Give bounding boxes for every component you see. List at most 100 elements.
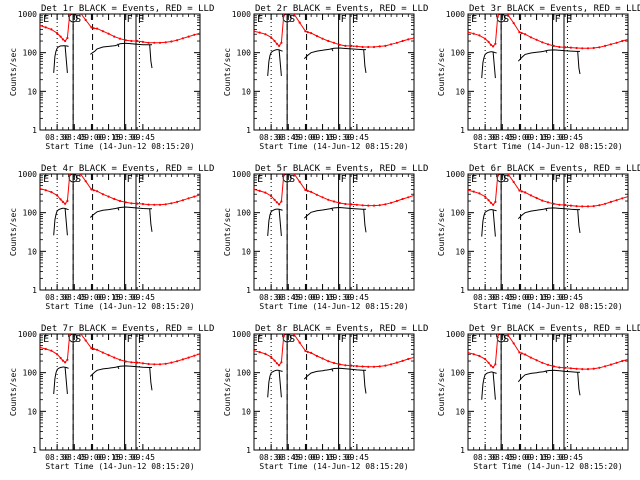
series-lld-point <box>390 201 393 204</box>
series-lld-point <box>304 349 307 352</box>
series-lld-point <box>254 188 256 191</box>
x-tick-label: 08:45 <box>276 133 300 142</box>
panel-data <box>254 334 414 398</box>
x-tick-label: 09:45 <box>131 453 155 462</box>
y-tick-label: 100 <box>451 209 466 218</box>
panel-4: Det 4r BLACK = Events, RED = LLD 1 10 100 10… <box>9 164 214 311</box>
marker-label-f: F <box>555 14 561 25</box>
marker-label-s: S <box>503 334 509 345</box>
series-lld-point <box>101 30 104 33</box>
series-lld-point <box>136 39 139 43</box>
series-events-segment-5 <box>117 207 120 211</box>
series-lld-point <box>472 353 475 356</box>
series-lld-point <box>529 194 533 197</box>
series-events-segment-3 <box>517 369 580 383</box>
series-lld-point <box>164 362 167 365</box>
panel-data <box>468 174 628 237</box>
plot-frame <box>253 13 415 131</box>
series-lld-point <box>61 38 64 41</box>
marker-label-e: E <box>352 334 358 345</box>
series-lld-point <box>338 43 341 46</box>
marker-label-e: E <box>471 334 477 345</box>
series-lld-point <box>130 39 133 43</box>
series-lld-point <box>412 356 414 359</box>
series-lld-point <box>367 45 370 49</box>
series-lld-point <box>569 367 573 370</box>
x-tick-label: 08:30 <box>259 293 283 302</box>
series-events-segment-5 <box>117 366 120 370</box>
series-lld-point <box>564 46 567 49</box>
x-tick-label: 09:15 <box>97 453 121 462</box>
x-tick-label: 09:00 <box>293 133 317 142</box>
series-lld-point <box>282 335 285 338</box>
panel-8: Det 8r BLACK = Events, RED = LLD 1 10 100 10… <box>223 324 428 471</box>
series-lld-point <box>494 363 497 366</box>
panel-2: Det 2r BLACK = Events, RED = LLD 1 10 100 10… <box>223 4 428 151</box>
series-lld-point <box>484 195 487 198</box>
series-lld-point <box>141 362 144 365</box>
series-lld-point <box>541 199 544 202</box>
series-lld-point <box>506 334 510 337</box>
series-lld-point <box>315 34 318 38</box>
series-lld-point <box>621 39 624 43</box>
series-lld-point <box>292 174 296 175</box>
x-tick-label: 09:15 <box>311 453 335 462</box>
series-lld-point <box>332 361 336 365</box>
series-lld-point <box>494 42 497 45</box>
series-lld-point <box>282 14 285 17</box>
series-lld-point <box>535 196 538 200</box>
y-tick-label: 1 <box>246 126 251 135</box>
x-tick-label: 09:30 <box>328 453 352 462</box>
series-lld-point <box>141 40 144 44</box>
marker-label-f: F <box>555 174 561 185</box>
series-lld-point <box>282 174 285 177</box>
series-lld-point <box>158 363 162 366</box>
series-lld-point <box>321 357 324 360</box>
y-tick-label: 10 <box>455 247 465 256</box>
series-lld-point <box>496 336 499 339</box>
series-lld-point <box>258 31 261 34</box>
series-lld-point <box>90 26 93 29</box>
series-lld-point <box>626 358 628 361</box>
marker-label-e: E <box>138 334 144 345</box>
series-lld-point <box>181 358 184 361</box>
y-axis-label: Counts/sec <box>437 208 446 256</box>
x-tick-label: 09:00 <box>293 293 317 302</box>
series-lld-point <box>270 355 273 358</box>
x-tick-label: 09:00 <box>507 293 531 302</box>
series-lld-point <box>615 199 618 202</box>
series-lld-point <box>181 199 184 202</box>
series-lld-point <box>344 364 347 367</box>
plot-frame <box>253 333 415 451</box>
series-events-segment-2 <box>64 45 68 73</box>
series-events-segment-4 <box>577 372 581 396</box>
series-lld-point <box>552 202 555 205</box>
series-lld-point <box>367 204 370 207</box>
series-lld-point <box>412 36 414 40</box>
series-events-segment-2 <box>64 367 68 395</box>
series-lld-point <box>496 174 499 177</box>
series-lld-point <box>468 351 470 354</box>
series-events-segment-3 <box>89 365 152 377</box>
series-lld-point <box>298 180 301 183</box>
series-lld-point <box>468 31 470 34</box>
series-lld-point <box>621 359 624 363</box>
x-axis-label: Start Time (14-Jun-12 08:15:20) <box>45 462 194 471</box>
series-lld-point <box>484 357 487 361</box>
y-tick-label: 1000 <box>446 330 465 339</box>
series-lld-point <box>518 189 521 192</box>
x-tick-label: 09:00 <box>507 453 531 462</box>
series-lld-point <box>535 38 538 41</box>
x-tick-label: 09:30 <box>328 293 352 302</box>
series-lld-point <box>472 190 475 193</box>
series-lld-point <box>395 361 398 364</box>
series-lld-point <box>68 174 71 176</box>
series-lld-point <box>141 202 144 206</box>
x-tick-label: 09:45 <box>131 293 155 302</box>
series-lld-point <box>604 44 607 48</box>
marker-label-f: F <box>127 334 133 345</box>
y-tick-label: 10 <box>241 87 251 96</box>
series-lld-point <box>586 205 590 208</box>
series-lld-point <box>275 42 278 45</box>
series-events-segment-3 <box>303 47 366 60</box>
